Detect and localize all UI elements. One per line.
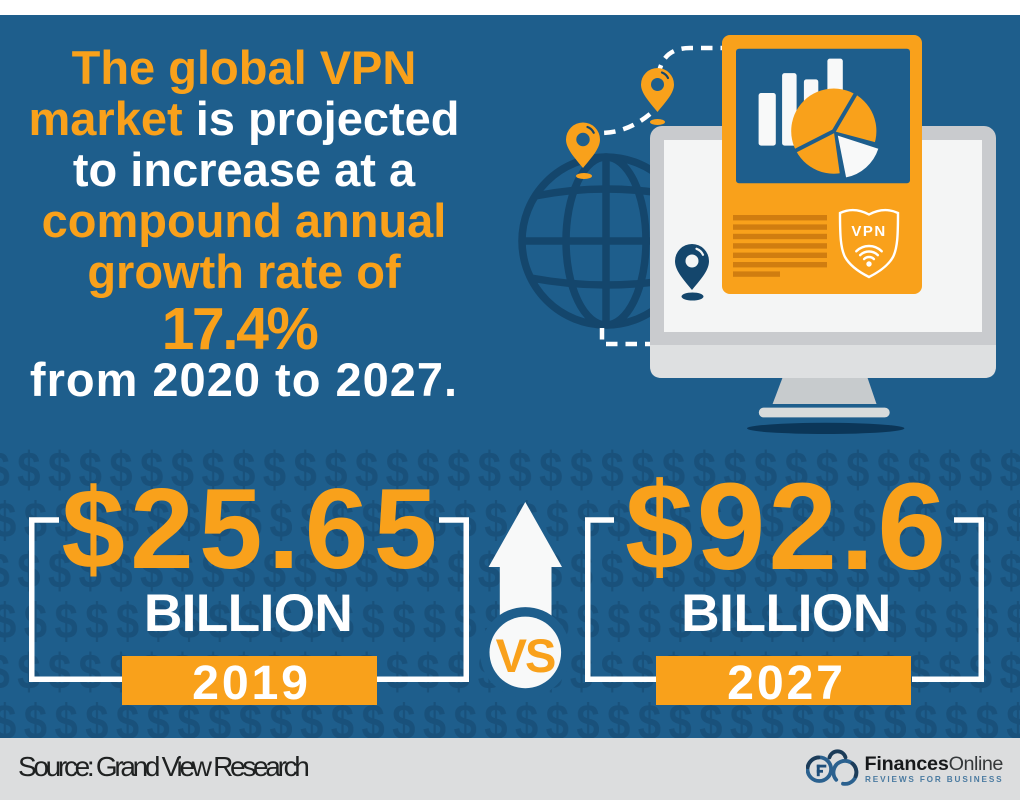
svg-text:VPN: VPN [851, 223, 886, 240]
